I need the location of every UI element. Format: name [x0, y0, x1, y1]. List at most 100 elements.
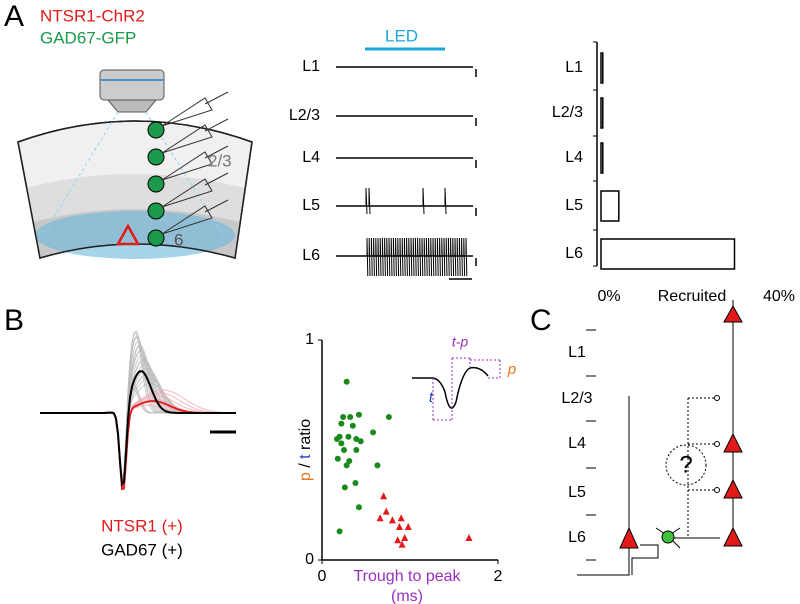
category-label: L4: [565, 149, 583, 166]
inset-waveform: [412, 366, 489, 409]
waveform: [40, 359, 236, 485]
spikes: [365, 187, 447, 215]
y-tick-label: 1: [305, 331, 314, 348]
point: [385, 414, 392, 420]
category-label: L6: [565, 245, 583, 262]
inset-label: p: [507, 361, 516, 378]
point: [334, 455, 341, 462]
panel-label: B: [4, 304, 24, 337]
y-axis-label-part: p: [297, 472, 314, 481]
question: ?: [679, 451, 692, 478]
point: [404, 523, 412, 530]
point: [380, 492, 388, 500]
point: [343, 462, 350, 469]
point: [338, 440, 345, 447]
layer-label: L5: [302, 197, 320, 214]
legend-entry: GAD67 (+): [101, 540, 183, 559]
y-axis-label-part: /: [297, 463, 314, 468]
spikes: [366, 237, 468, 277]
layer-label: L1: [302, 58, 320, 75]
legend-entry: NTSR1 (+): [101, 516, 183, 535]
point: [398, 540, 406, 548]
category-label: L2/3: [552, 104, 583, 121]
x-axis-unit: (ms): [391, 588, 423, 604]
x-tick-label: 2: [494, 568, 503, 585]
point: [355, 504, 362, 511]
inset-label: t: [429, 389, 434, 406]
layer-label: L2/3: [561, 390, 592, 407]
waveform: [40, 382, 236, 487]
slice-diagram: NTSR1-ChR2 GAD67-GFP 2/3 6: [17, 6, 253, 259]
x-axis-label: Trough to peak: [353, 568, 461, 585]
point: [376, 514, 384, 522]
waveform: [40, 372, 236, 486]
layer-label: L6: [568, 529, 586, 546]
waveform: [40, 340, 236, 481]
layer-label: L2/3: [289, 107, 320, 124]
point: [394, 536, 402, 544]
point: [340, 414, 347, 420]
point: [370, 429, 377, 436]
bar: [600, 190, 620, 222]
point: [397, 514, 405, 522]
bar: [600, 52, 604, 84]
point: [347, 414, 354, 420]
waveform: [40, 350, 236, 482]
point: [346, 458, 353, 464]
point: [338, 420, 345, 427]
waveform: [40, 332, 236, 480]
point: [336, 528, 343, 535]
layer-label: L6: [302, 247, 320, 264]
x-tick-label: 0%: [597, 288, 620, 305]
waveform: [40, 382, 236, 489]
circuit: ? L1 L2/3 L4 L5 L6: [561, 300, 743, 576]
stimulus-label: LED: [385, 26, 418, 45]
category-label: L5: [565, 197, 583, 214]
layer-mark: 6: [174, 230, 183, 249]
point: [465, 534, 473, 541]
waveform: [40, 367, 236, 485]
x-axis-label: Recruited: [658, 288, 726, 305]
layer-label: L4: [302, 149, 320, 166]
inset-label: t-p: [452, 334, 469, 350]
point: [382, 507, 390, 515]
x-tick-label: 0: [318, 568, 327, 585]
y-axis-label: p / t ratio: [297, 419, 314, 481]
point: [353, 447, 360, 453]
panel-label: A: [4, 0, 24, 33]
label: NTSR1-ChR2: [40, 6, 145, 25]
point: [345, 433, 352, 440]
point: [349, 422, 356, 429]
point: [388, 516, 396, 524]
point: [341, 447, 347, 453]
point: [395, 523, 403, 530]
waveform: [40, 370, 236, 488]
traces: LED L1 L2/3 L4 L5 L6: [289, 26, 477, 280]
waveform: [40, 336, 236, 480]
layer-label: L5: [568, 484, 586, 501]
category-label: L1: [565, 59, 583, 76]
bar: [600, 238, 736, 270]
waveform: [40, 404, 236, 491]
point: [352, 480, 359, 486]
waveforms: NTSR1 (+) GAD67 (+): [40, 330, 236, 559]
layer-mark: 2/3: [208, 151, 232, 170]
y-axis-label-part: ratio: [297, 419, 314, 450]
bar: [600, 142, 604, 174]
point: [357, 438, 364, 445]
panel-label: C: [530, 304, 552, 337]
x-tick-label: 40%: [763, 288, 795, 305]
waveform: [40, 349, 236, 484]
waveform: [40, 400, 236, 491]
point: [343, 378, 350, 385]
y-tick-label: 0: [305, 551, 314, 568]
y-axis-label-part: t: [297, 454, 314, 459]
point: [401, 534, 409, 541]
waveform: [40, 401, 236, 490]
bar: [600, 97, 604, 129]
point: [333, 436, 340, 442]
point: [374, 462, 381, 469]
layer-label: L1: [568, 344, 586, 361]
layer-label: L4: [568, 435, 586, 452]
